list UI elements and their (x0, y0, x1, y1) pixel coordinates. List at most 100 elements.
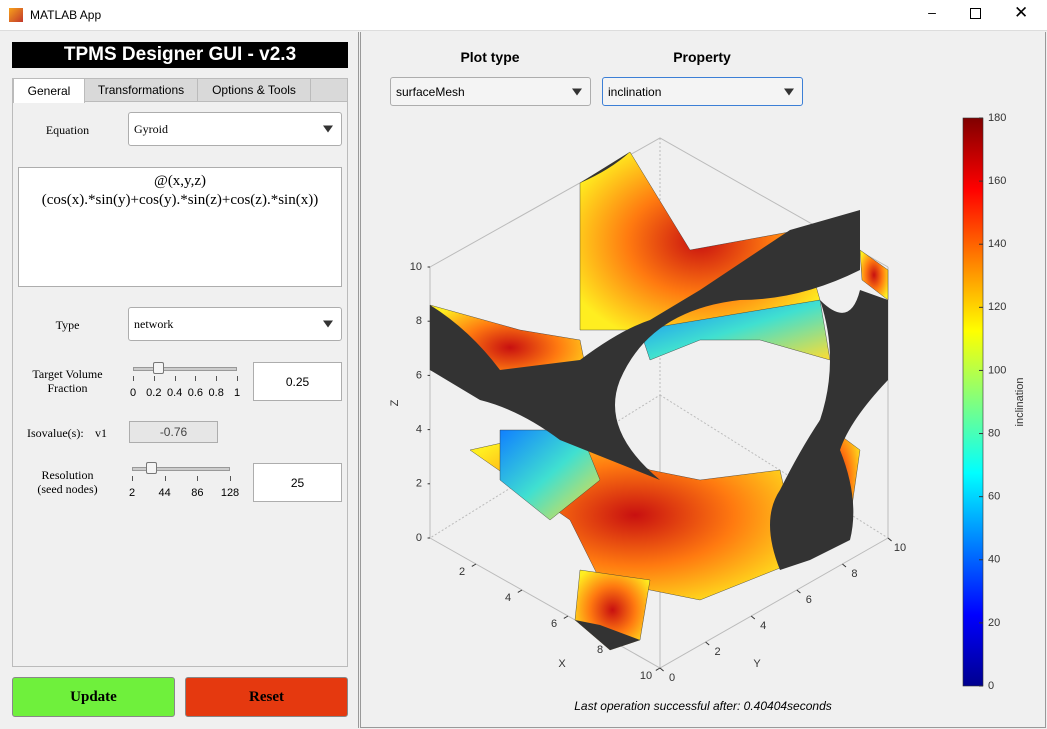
slider-tick (216, 376, 218, 381)
slider-tick-label: 44 (158, 487, 171, 499)
plot-type-dropdown[interactable]: surfaceMesh (390, 77, 591, 106)
resolution-field[interactable]: 25 (253, 463, 342, 502)
axis-tick (750, 615, 756, 620)
surface-caps (430, 152, 888, 650)
title-bar: MATLAB App – ✕ (0, 0, 1047, 31)
colorbar-tick-label: 160 (988, 175, 1006, 187)
colorbar-tick-label: 80 (988, 427, 1000, 439)
right-panel (360, 32, 1046, 728)
axis-tick (517, 589, 523, 593)
slider-thumb[interactable] (153, 362, 164, 374)
colorbar-tick-label: 40 (988, 554, 1000, 566)
cap (580, 152, 630, 183)
colorbar (962, 117, 984, 687)
left-panel (1, 32, 359, 728)
x-axis-label: X (558, 658, 566, 670)
volume-field[interactable]: 0.25 (253, 362, 342, 401)
slider-tick-label: 86 (191, 487, 204, 499)
axis-tick (796, 589, 801, 594)
slider-tick (132, 476, 133, 481)
slider-tick (164, 476, 166, 481)
dropdown-value: surfaceMesh (396, 84, 465, 99)
slider-tick (230, 476, 231, 481)
resolution-label: Resolution (seed nodes) (20, 468, 115, 496)
colorbar-tick-label: 20 (988, 617, 1000, 629)
label-line: (seed nodes) (37, 482, 98, 496)
isovalue-label: Isovalue(s): (27, 426, 84, 440)
surface-patch (639, 299, 831, 361)
formula-box[interactable]: @(x,y,z) (cos(x).*sin(y)+cos(y).*sin(z)+… (18, 167, 342, 287)
maximize-button[interactable] (970, 8, 981, 19)
window-title: MATLAB App (30, 8, 102, 22)
slider-tick-label: 0.6 (187, 387, 204, 399)
axis-tick (659, 667, 664, 672)
slider-thumb[interactable] (146, 462, 157, 474)
tab[interactable]: General (13, 78, 85, 103)
slider-track[interactable] (133, 367, 237, 371)
axis-tick (655, 667, 661, 671)
formula-line: (cos(x).*sin(y)+cos(y).*sin(z)+cos(z).*s… (41, 192, 319, 208)
slider-ticks: 0 0.2 0.4 0.6 0.8 1 (130, 376, 241, 406)
colorbar-tick-label: 140 (988, 238, 1006, 250)
colorbar-tick-label: 100 (988, 364, 1006, 376)
slider-tick (197, 476, 199, 481)
cap (430, 210, 860, 480)
app-icon (9, 8, 23, 22)
axis-tick-label: 2 (715, 646, 721, 658)
dropdown-value: inclination (608, 84, 662, 99)
slider-tick-label: 0.2 (146, 387, 162, 399)
equation-dropdown[interactable]: Gyroid (128, 112, 342, 146)
axis-tick-label: 6 (416, 369, 422, 381)
cap (770, 290, 888, 570)
tab[interactable]: Transformations (85, 79, 198, 101)
type-label: Type (55, 318, 80, 332)
axis-tick-label: 2 (459, 566, 465, 578)
type-dropdown[interactable]: network (128, 307, 342, 341)
property-dropdown[interactable]: inclination (602, 77, 803, 106)
update-button[interactable]: Update (12, 677, 175, 717)
colorbar-label: inclination (1014, 378, 1026, 427)
slider-tick (174, 376, 176, 381)
axis-tick-label: 4 (505, 592, 511, 604)
axis-tick-label: 8 (851, 568, 857, 580)
colorbar-tick-label: 180 (988, 112, 1006, 124)
slider-tick-label: 0.8 (208, 387, 224, 399)
reset-button[interactable]: Reset (185, 677, 348, 717)
property-label: Property (673, 49, 731, 65)
slider-tick (133, 376, 134, 381)
volume-label: Target Volume Fraction (20, 367, 115, 395)
slider-track[interactable] (132, 467, 230, 471)
colorbar-tick-label: 60 (988, 491, 1000, 503)
slider-tick (195, 376, 197, 381)
axis-tick (563, 615, 569, 619)
label-line: Resolution (41, 468, 94, 482)
axis-tick (471, 563, 477, 567)
axis-tick (887, 537, 892, 542)
isovalue-field: -0.76 (129, 421, 218, 443)
formula-line: @(x,y,z) (154, 173, 206, 189)
axis-tick-label: 4 (416, 424, 422, 436)
tab[interactable]: Options & Tools (198, 79, 311, 101)
slider-tick (153, 376, 155, 381)
close-button[interactable]: ✕ (1014, 3, 1029, 22)
dropdown-value: Gyroid (134, 121, 168, 136)
axis-tick-label: 8 (416, 315, 422, 327)
axis-tick-label: 6 (806, 594, 812, 606)
slider-tick (237, 376, 238, 381)
equation-label: Equation (45, 123, 90, 137)
slider-tick-label: 2 (128, 487, 136, 499)
axis-tick-label: 10 (410, 261, 422, 273)
slider-tick-label: 128 (220, 487, 240, 499)
slider-ticks: 2 44 86 128 (128, 476, 239, 506)
slider-tick-label: 1 (233, 387, 241, 399)
plot-type-label: Plot type (460, 49, 520, 65)
axis-tick-label: 10 (640, 670, 652, 682)
axis-tick (842, 563, 847, 568)
axis-tick-label: 6 (551, 618, 557, 630)
z-axis-label: Z (389, 399, 401, 406)
axis-tick (705, 641, 710, 646)
axis-tick-label: 0 (669, 672, 675, 684)
minimize-button[interactable]: – (928, 4, 936, 20)
